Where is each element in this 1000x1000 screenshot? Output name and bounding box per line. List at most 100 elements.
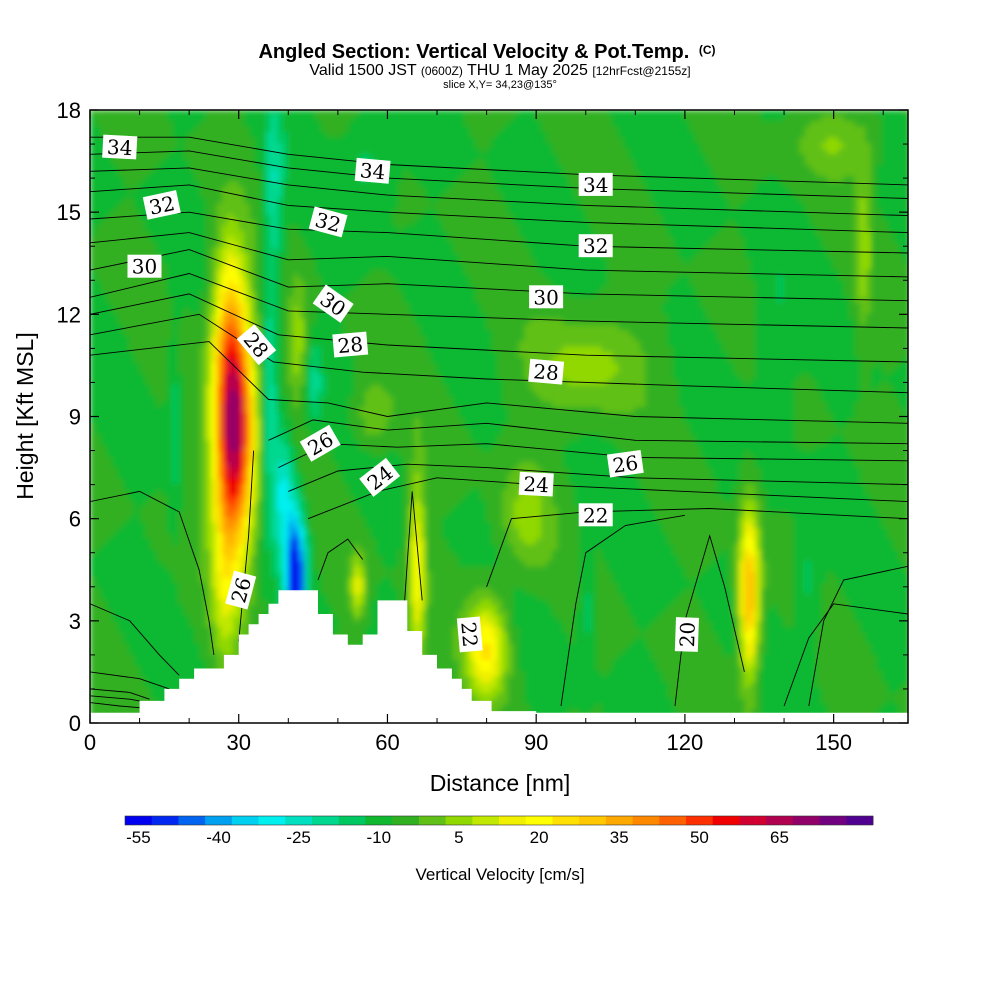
velocity-cell: [684, 154, 691, 161]
velocity-cell: [865, 214, 872, 221]
velocity-cell: [266, 121, 273, 128]
velocity-cell: [524, 269, 531, 276]
velocity-cell: [574, 115, 581, 122]
velocity-cell: [700, 220, 707, 227]
velocity-cell: [475, 181, 482, 188]
velocity-cell: [816, 242, 823, 249]
velocity-cell: [788, 181, 795, 188]
velocity-cell: [469, 126, 476, 133]
velocity-cell: [398, 110, 405, 117]
velocity-cell: [194, 203, 201, 210]
velocity-cell: [112, 291, 119, 298]
velocity-cell: [849, 242, 856, 249]
velocity-cell: [827, 280, 834, 287]
velocity-cell: [321, 137, 328, 144]
velocity-cell: [788, 242, 795, 249]
velocity-cell: [288, 154, 295, 161]
velocity-cell: [293, 269, 300, 276]
velocity-cell: [563, 236, 570, 243]
velocity-cell: [447, 115, 454, 122]
velocity-cell: [172, 264, 179, 271]
velocity-cell: [700, 264, 707, 271]
velocity-cell: [711, 280, 718, 287]
velocity-cell: [640, 247, 647, 254]
velocity-cell: [722, 115, 729, 122]
velocity-cell: [447, 275, 454, 282]
velocity-cell: [722, 242, 729, 249]
velocity-cell: [882, 132, 889, 139]
velocity-cell: [266, 115, 273, 122]
velocity-cell: [552, 192, 559, 199]
velocity-cell: [700, 121, 707, 128]
velocity-cell: [134, 231, 141, 238]
velocity-cell: [376, 286, 383, 293]
velocity-cell: [777, 143, 784, 150]
velocity-cell: [541, 176, 548, 183]
velocity-cell: [893, 269, 900, 276]
velocity-cell: [541, 170, 548, 177]
velocity-cell: [788, 258, 795, 265]
velocity-cell: [656, 242, 663, 249]
velocity-cell: [337, 110, 344, 117]
velocity-cell: [579, 143, 586, 150]
velocity-cell: [95, 275, 102, 282]
velocity-cell: [651, 137, 658, 144]
velocity-cell: [816, 225, 823, 232]
velocity-cell: [453, 291, 460, 298]
velocity-cell: [761, 225, 768, 232]
velocity-cell: [777, 115, 784, 122]
velocity-cell: [904, 280, 908, 287]
velocity-cell: [321, 203, 328, 210]
velocity-cell: [684, 231, 691, 238]
velocity-cell: [601, 132, 608, 139]
velocity-cell: [717, 203, 724, 210]
velocity-cell: [893, 231, 900, 238]
velocity-cell: [442, 187, 449, 194]
velocity-cell: [612, 209, 619, 216]
velocity-cell: [634, 275, 641, 282]
velocity-cell: [816, 121, 823, 128]
velocity-cell: [332, 286, 339, 293]
velocity-cell: [392, 264, 399, 271]
velocity-cell: [843, 269, 850, 276]
velocity-cell: [194, 159, 201, 166]
velocity-cell: [343, 280, 350, 287]
velocity-cell: [788, 170, 795, 177]
velocity-cell: [216, 231, 223, 238]
velocity-cell: [876, 192, 883, 199]
velocity-cell: [849, 280, 856, 287]
velocity-cell: [480, 203, 487, 210]
velocity-cell: [304, 231, 311, 238]
velocity-cell: [95, 220, 102, 227]
velocity-cell: [893, 110, 900, 117]
velocity-cell: [255, 269, 262, 276]
velocity-cell: [585, 165, 592, 172]
velocity-cell: [574, 176, 581, 183]
velocity-cell: [618, 181, 625, 188]
velocity-cell: [519, 137, 526, 144]
velocity-cell: [535, 275, 542, 282]
velocity-cell: [277, 225, 284, 232]
velocity-cell: [805, 176, 812, 183]
velocity-cell: [876, 247, 883, 254]
velocity-cell: [651, 275, 658, 282]
velocity-cell: [420, 165, 427, 172]
velocity-cell: [651, 242, 658, 249]
velocity-cell: [315, 176, 322, 183]
velocity-cell: [343, 115, 350, 122]
velocity-cell: [882, 192, 889, 199]
velocity-cell: [123, 181, 130, 188]
velocity-cell: [216, 154, 223, 161]
velocity-cell: [282, 187, 289, 194]
velocity-cell: [612, 214, 619, 221]
velocity-cell: [348, 269, 355, 276]
velocity-cell: [827, 137, 834, 144]
velocity-cell: [794, 121, 801, 128]
velocity-cell: [513, 286, 520, 293]
velocity-cell: [469, 264, 476, 271]
velocity-cell: [860, 225, 867, 232]
velocity-cell: [843, 165, 850, 172]
velocity-cell: [832, 214, 839, 221]
velocity-cell: [271, 192, 278, 199]
velocity-cell: [541, 214, 548, 221]
